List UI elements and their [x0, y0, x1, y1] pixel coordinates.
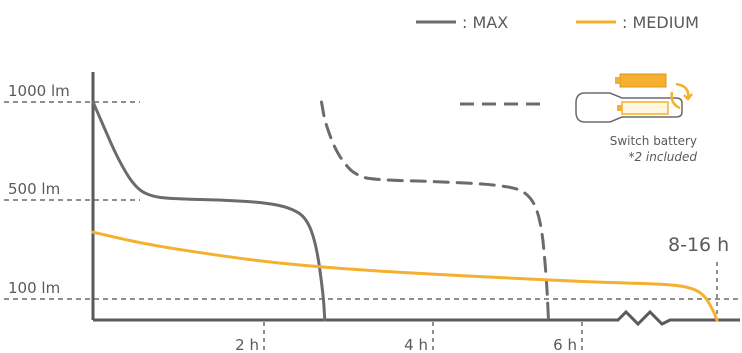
- x-tick-label-2h: 2 h: [235, 336, 259, 353]
- x-tick-label-4h: 4 h: [404, 336, 428, 353]
- legend-max-label: : MAX: [462, 13, 508, 32]
- y-tick-labels: 1000 lm 500 lm 100 lm: [8, 82, 70, 297]
- y-tick-label-100: 100 lm: [8, 279, 60, 297]
- axes: [91, 72, 740, 327]
- guides: [4, 101, 740, 352]
- x-axis: [93, 309, 740, 327]
- legend: : MAX : MEDIUM: [416, 13, 699, 32]
- switch-battery-note: *2 included: [628, 150, 697, 164]
- flashlight-body: [575, 92, 683, 123]
- switch-battery-label: Switch battery: [610, 134, 697, 148]
- battery-incoming: [621, 101, 669, 115]
- x-tick-label-6h: 6 h: [553, 336, 577, 353]
- medium-series-line: [91, 230, 719, 322]
- y-tick-label-1000: 1000 lm: [8, 82, 70, 100]
- duration-label: 8-16 h: [668, 234, 729, 256]
- series-layer: [91, 100, 719, 322]
- max-series-line: [91, 100, 327, 322]
- swap-arrow-icon: [670, 82, 693, 110]
- flashlight-battery-swap-icon: [460, 73, 693, 123]
- battery-incoming-cap: [617, 105, 622, 111]
- max-series-second-battery-line: [320, 100, 550, 322]
- legend-medium-label: : MEDIUM: [622, 13, 699, 32]
- battery-outgoing-cap: [615, 77, 620, 84]
- battery-outgoing: [619, 73, 667, 88]
- y-tick-label-500: 500 lm: [8, 180, 60, 198]
- x-tick-labels: 2 h 4 h 6 h: [235, 336, 577, 353]
